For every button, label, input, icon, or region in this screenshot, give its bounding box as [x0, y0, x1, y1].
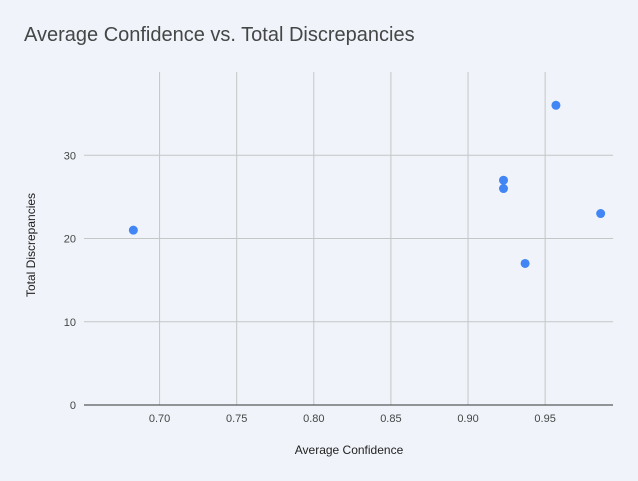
data-point[interactable] — [498, 184, 508, 194]
x-axis-label: Average Confidence — [295, 443, 404, 457]
x-tick-label: 0.85 — [380, 413, 401, 425]
tick-labels: 0.70 0.75 0.80 0.85 0.90 0.95 0 10 20 30 — [64, 150, 556, 425]
data-points — [128, 100, 606, 268]
data-point[interactable] — [128, 225, 138, 235]
x-tick-label: 0.75 — [226, 413, 247, 425]
gridlines — [84, 72, 613, 405]
x-tick-label: 0.95 — [534, 413, 555, 425]
data-point[interactable] — [551, 100, 561, 110]
y-tick-label: 10 — [64, 317, 76, 329]
chart-title: Average Confidence vs. Total Discrepanci… — [24, 24, 415, 46]
data-point[interactable] — [498, 175, 508, 185]
x-tick-label: 0.70 — [149, 413, 170, 425]
x-tick-label: 0.80 — [303, 413, 324, 425]
data-point[interactable] — [596, 209, 606, 219]
y-tick-label: 30 — [64, 150, 76, 162]
data-point[interactable] — [520, 258, 530, 268]
y-axis-label: Total Discrepancies — [24, 193, 38, 297]
y-tick-label: 20 — [64, 234, 76, 246]
x-tick-label: 0.90 — [457, 413, 478, 425]
y-tick-label: 0 — [70, 400, 76, 412]
